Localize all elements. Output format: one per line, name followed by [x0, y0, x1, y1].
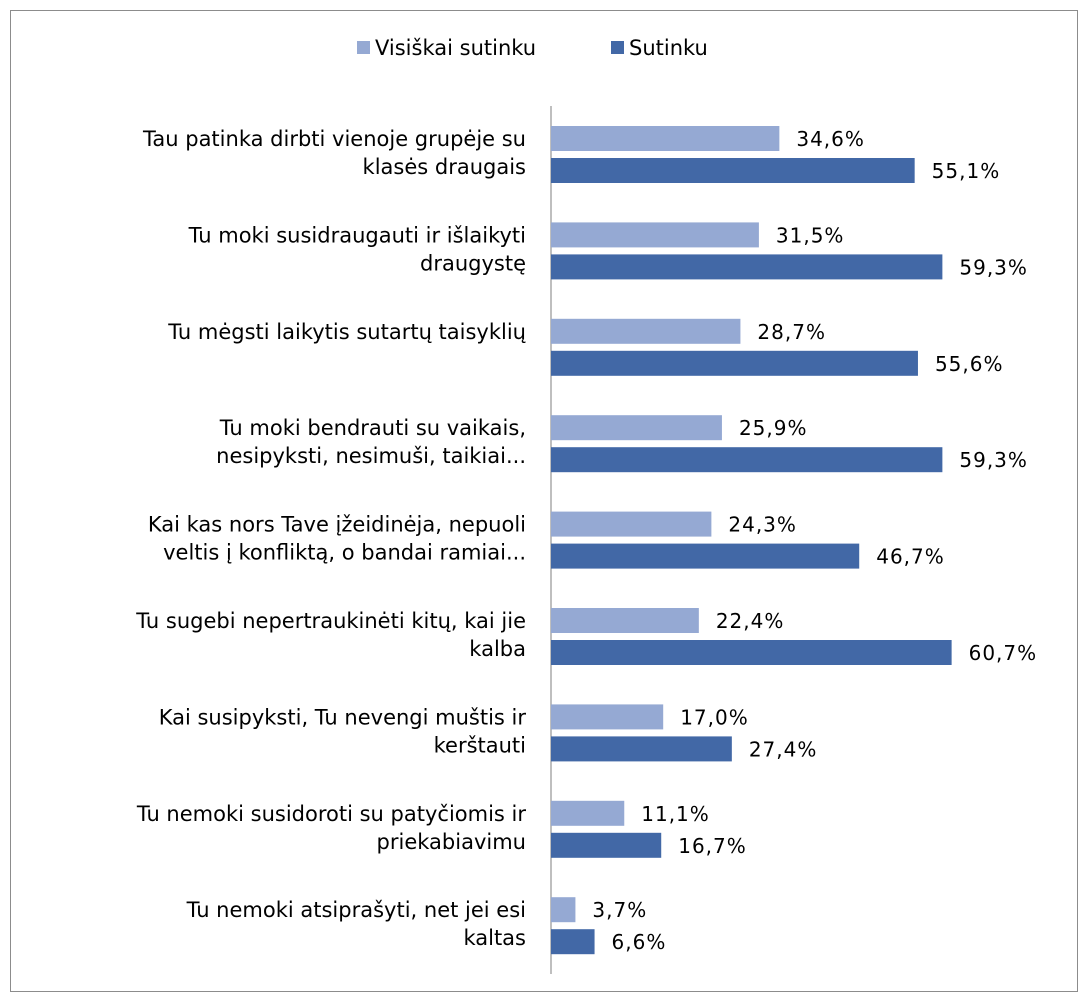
category-group: Tu moki bendrauti su vaikais, nesipyksti,…: [216, 415, 1028, 473]
data-label: 16,7%: [678, 834, 747, 858]
bar-sutinku: [551, 543, 860, 569]
data-label: 59,3%: [959, 448, 1028, 472]
category-group: Tu moki susidraugauti ir išlaikyti draugy…: [188, 222, 1028, 280]
legend-label-2: Sutinku: [629, 36, 708, 60]
legend-label-1: Visiškai sutinku: [375, 36, 536, 60]
category-group: Tu nemoki susidoroti su patyčiomis ir pri…: [136, 800, 747, 858]
bar-chart: Visiškai sutinku Sutinku Tau patinka dirb…: [135, 36, 1038, 974]
bar-visiskai-sutinku: [551, 126, 780, 151]
category-label: Tu mėgsti laikytis sutartų taisyklių: [167, 320, 526, 344]
category-group: Tu sugebi nepertraukinėti kitų, kai jie k…: [135, 608, 1038, 665]
data-label: 24,3%: [728, 513, 797, 537]
bar-visiskai-sutinku: [551, 608, 699, 633]
category-label: Tu moki susidraugauti ir išlaikyti draugy…: [188, 223, 526, 275]
category-label: Tu nemoki susidoroti su patyčiomis ir pri…: [136, 802, 527, 854]
data-label: 17,0%: [680, 705, 749, 729]
bar-sutinku: [551, 158, 915, 183]
bar-visiskai-sutinku: [551, 511, 712, 537]
data-label: 11,1%: [641, 802, 710, 826]
bar-sutinku: [551, 832, 662, 858]
data-label: 59,3%: [959, 255, 1028, 279]
data-label: 27,4%: [749, 737, 818, 761]
bar-visiskai-sutinku: [551, 800, 625, 826]
bar-visiskai-sutinku: [551, 318, 741, 344]
category-label: Tu moki bendrauti su vaikais, nesipyksti,…: [216, 416, 526, 468]
category-label: Kai susipyksti, Tu nevengi muštis ir kerš…: [159, 705, 527, 757]
bar-sutinku: [551, 736, 732, 762]
bar-visiskai-sutinku: [551, 704, 664, 730]
data-label: 3,7%: [592, 898, 647, 922]
data-label: 46,7%: [876, 545, 945, 569]
bar-visiskai-sutinku: [551, 415, 722, 441]
data-label: 25,9%: [739, 416, 808, 440]
bar-sutinku: [551, 254, 943, 280]
data-label: 22,4%: [716, 609, 785, 633]
category-label: Tu nemoki atsiprašyti, net jei esi kaltas: [186, 898, 526, 950]
category-group: Kai kas nors Tave įžeidinėja, nepuoli vel…: [148, 511, 945, 569]
bar-sutinku: [551, 350, 918, 376]
category-label: Tu sugebi nepertraukinėti kitų, kai jie k…: [135, 609, 526, 661]
category-label: Tau patinka dirbti vienoje grupėje su kla…: [142, 127, 526, 179]
data-label: 31,5%: [776, 223, 845, 247]
legend-swatch-1: [357, 41, 370, 54]
bar-sutinku: [551, 447, 943, 473]
chart-frame: Visiškai sutinku Sutinku Tau patinka dirb…: [10, 10, 1078, 992]
data-label: 60,7%: [969, 641, 1038, 665]
category-group: Tu nemoki atsiprašyti, net jei esi kaltas…: [186, 897, 667, 955]
data-label: 55,1%: [932, 159, 1001, 183]
category-group: Tau patinka dirbti vienoje grupėje su kla…: [142, 126, 1001, 183]
legend: Visiškai sutinku Sutinku: [357, 36, 708, 60]
data-label: 6,6%: [612, 930, 667, 954]
category-group: Tu mėgsti laikytis sutartų taisyklių 28,7…: [167, 318, 1004, 376]
category-group: Kai susipyksti, Tu nevengi muštis ir kerš…: [159, 704, 818, 762]
plot-area: Tau patinka dirbti vienoje grupėje su kla…: [135, 126, 1038, 955]
bar-sutinku: [551, 929, 595, 955]
category-label: Kai kas nors Tave įžeidinėja, nepuoli vel…: [148, 513, 526, 565]
data-label: 55,6%: [935, 352, 1004, 376]
data-label: 34,6%: [796, 127, 865, 151]
legend-swatch-2: [611, 41, 624, 54]
bar-visiskai-sutinku: [551, 897, 576, 923]
data-label: 28,7%: [757, 320, 826, 344]
bar-visiskai-sutinku: [551, 222, 759, 248]
bar-sutinku: [551, 640, 952, 665]
